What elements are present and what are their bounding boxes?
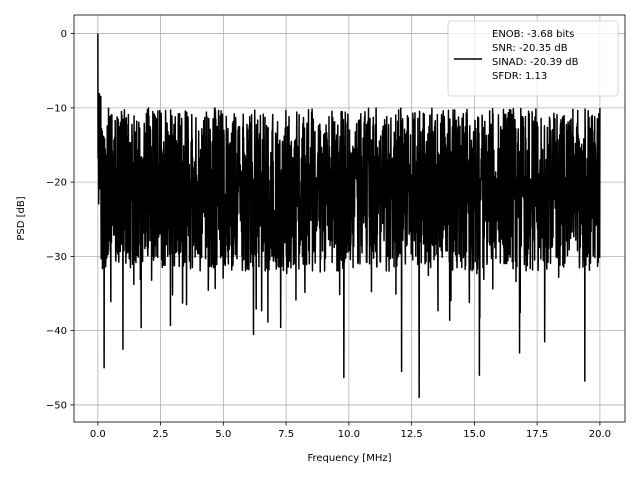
axes-frame xyxy=(73,14,626,423)
y-tick-label: −30 xyxy=(46,252,67,263)
x-tick-label: 15.0 xyxy=(463,429,485,440)
y-axis-ticks: 0 −10 −20 −30 −40 −50 xyxy=(46,29,74,411)
x-tick-label: 5.0 xyxy=(215,429,231,440)
y-tick-label: 0 xyxy=(61,29,67,40)
x-axis-ticks: 0.0 2.5 5.0 7.5 10.0 12.5 15.0 17.5 20.0 xyxy=(90,422,611,440)
x-tick-label: 20.0 xyxy=(589,429,611,440)
psd-series-line xyxy=(97,33,601,399)
x-tick-label: 12.5 xyxy=(400,429,422,440)
legend-label: ENOB: -3.68 bits SNR: -20.35 dB SINAD: -20… xyxy=(492,29,579,82)
x-tick-label: 10.0 xyxy=(338,429,360,440)
legend: ENOB: -3.68 bits SNR: -20.35 dB SINAD: -20… xyxy=(447,20,619,97)
y-tick-label: −50 xyxy=(46,400,67,411)
plot-area xyxy=(97,33,601,399)
legend-box xyxy=(447,20,619,97)
x-tick-label: 17.5 xyxy=(526,429,548,440)
x-tick-label: 2.5 xyxy=(153,429,169,440)
x-tick-label: 0.0 xyxy=(90,429,106,440)
y-tick-label: −10 xyxy=(46,103,67,114)
y-axis-label: PSD [dB] xyxy=(16,196,27,240)
x-tick-label: 7.5 xyxy=(278,429,294,440)
x-axis-label: Frequency [MHz] xyxy=(307,453,391,464)
y-tick-label: −40 xyxy=(46,326,67,337)
y-tick-label: −20 xyxy=(46,178,67,189)
